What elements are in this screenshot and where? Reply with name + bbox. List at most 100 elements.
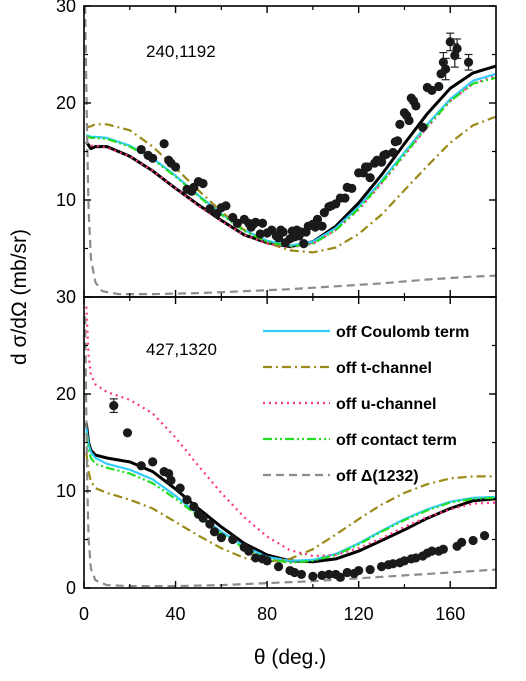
data-point xyxy=(317,570,327,580)
data-point xyxy=(363,162,373,172)
series-line-tchannel xyxy=(86,115,496,254)
data-point xyxy=(273,562,284,572)
legend-label-contact: off contact term xyxy=(336,432,457,449)
panel-top-frame: 10 20 30 xyxy=(56,0,497,298)
data-point xyxy=(335,572,345,582)
series-line-contact xyxy=(85,432,496,564)
legend: off Coulomb term off t-channel off u-chann… xyxy=(263,324,469,485)
data-point xyxy=(205,204,215,214)
data-point xyxy=(216,532,226,543)
data-point xyxy=(324,569,334,580)
panel-top-series xyxy=(84,6,496,296)
panel-bottom-label: 427,1320 xyxy=(146,340,217,359)
data-point xyxy=(205,519,215,529)
data-point xyxy=(232,218,242,228)
series-line-delta xyxy=(84,316,496,588)
data-point xyxy=(427,546,437,556)
series-line-contact xyxy=(85,76,496,248)
data-point xyxy=(434,81,444,92)
data-point xyxy=(310,222,320,232)
x-tick-label: 40 xyxy=(166,604,186,624)
data-point xyxy=(438,544,448,554)
data-point xyxy=(463,57,474,67)
data-point xyxy=(159,139,169,149)
data-point xyxy=(411,101,421,111)
x-axis: 0 40 80 120 160 xyxy=(79,604,465,624)
y-tick-label: 20 xyxy=(56,384,76,404)
series-line-delta xyxy=(84,6,496,296)
data-point xyxy=(427,85,437,95)
data-point xyxy=(170,162,181,172)
data-point xyxy=(182,495,192,505)
data-point xyxy=(354,565,364,576)
data-point xyxy=(317,221,327,231)
data-point xyxy=(122,428,133,438)
data-point xyxy=(388,147,398,158)
data-point xyxy=(395,119,405,129)
legend-label-tchannel: off t-channel xyxy=(336,360,432,377)
data-point xyxy=(342,567,352,578)
data-point xyxy=(198,513,208,523)
data-point xyxy=(148,153,158,163)
data-point xyxy=(299,239,309,249)
data-point xyxy=(347,183,357,193)
data-point xyxy=(388,559,398,569)
panel-top: 10 20 30 240,1192 xyxy=(56,0,497,298)
y-tick-label: 30 xyxy=(56,0,76,16)
x-tick-label: 80 xyxy=(257,604,277,624)
panel-bottom: 0 10 20 30 427,1320 xyxy=(56,287,497,598)
series-line-coulomb xyxy=(85,427,496,562)
data-point xyxy=(457,537,467,548)
data-point xyxy=(228,534,238,545)
data-point xyxy=(479,531,490,541)
data-point xyxy=(365,564,375,575)
data-point xyxy=(452,44,462,54)
y-tick-label: 30 xyxy=(56,287,76,307)
data-point xyxy=(312,214,323,224)
x-axis-title: θ (deg.) xyxy=(254,646,326,669)
data-point xyxy=(166,475,176,485)
data-point xyxy=(198,178,208,189)
y-tick-label: 20 xyxy=(56,93,76,113)
data-point xyxy=(175,483,185,493)
data-point xyxy=(148,457,158,467)
data-point xyxy=(308,571,318,581)
y-axis-title: d σ/dΩ (mb/sr) xyxy=(8,229,31,365)
data-point xyxy=(251,553,261,563)
panel-bottom-data-points xyxy=(109,398,490,582)
legend-label-uchannel: off u-channel xyxy=(336,396,436,413)
series-line-uchannel xyxy=(85,306,496,558)
data-point xyxy=(278,227,288,237)
data-point xyxy=(257,218,268,228)
data-point xyxy=(418,122,428,132)
data-point xyxy=(109,401,119,411)
data-point xyxy=(136,144,146,155)
data-point xyxy=(404,115,414,126)
data-point xyxy=(221,201,231,211)
series-line-uchannel xyxy=(85,74,496,249)
x-tick-label: 160 xyxy=(435,604,465,624)
data-point xyxy=(189,501,199,512)
data-point xyxy=(296,569,307,580)
y-tick-label: 10 xyxy=(56,190,76,210)
data-point xyxy=(251,217,261,227)
data-point xyxy=(209,527,220,537)
legend-label-delta: off Δ(1232) xyxy=(336,468,419,485)
series-line-full xyxy=(84,422,496,564)
data-point xyxy=(255,229,265,239)
data-point xyxy=(468,535,478,546)
data-point xyxy=(365,173,375,183)
data-point xyxy=(244,546,254,556)
x-tick-label: 0 xyxy=(79,604,89,624)
panel-top-data-points xyxy=(136,32,474,249)
data-point xyxy=(441,64,451,74)
legend-label-coulomb: off Coulomb term xyxy=(336,324,469,341)
data-point xyxy=(262,556,272,566)
x-tick-label: 120 xyxy=(344,604,374,624)
data-point xyxy=(340,193,350,203)
y-tick-label: 0 xyxy=(66,578,76,598)
y-tick-label: 10 xyxy=(56,481,76,501)
panel-bottom-frame: 0 10 20 30 xyxy=(56,287,497,598)
panel-top-label: 240,1192 xyxy=(146,42,216,61)
